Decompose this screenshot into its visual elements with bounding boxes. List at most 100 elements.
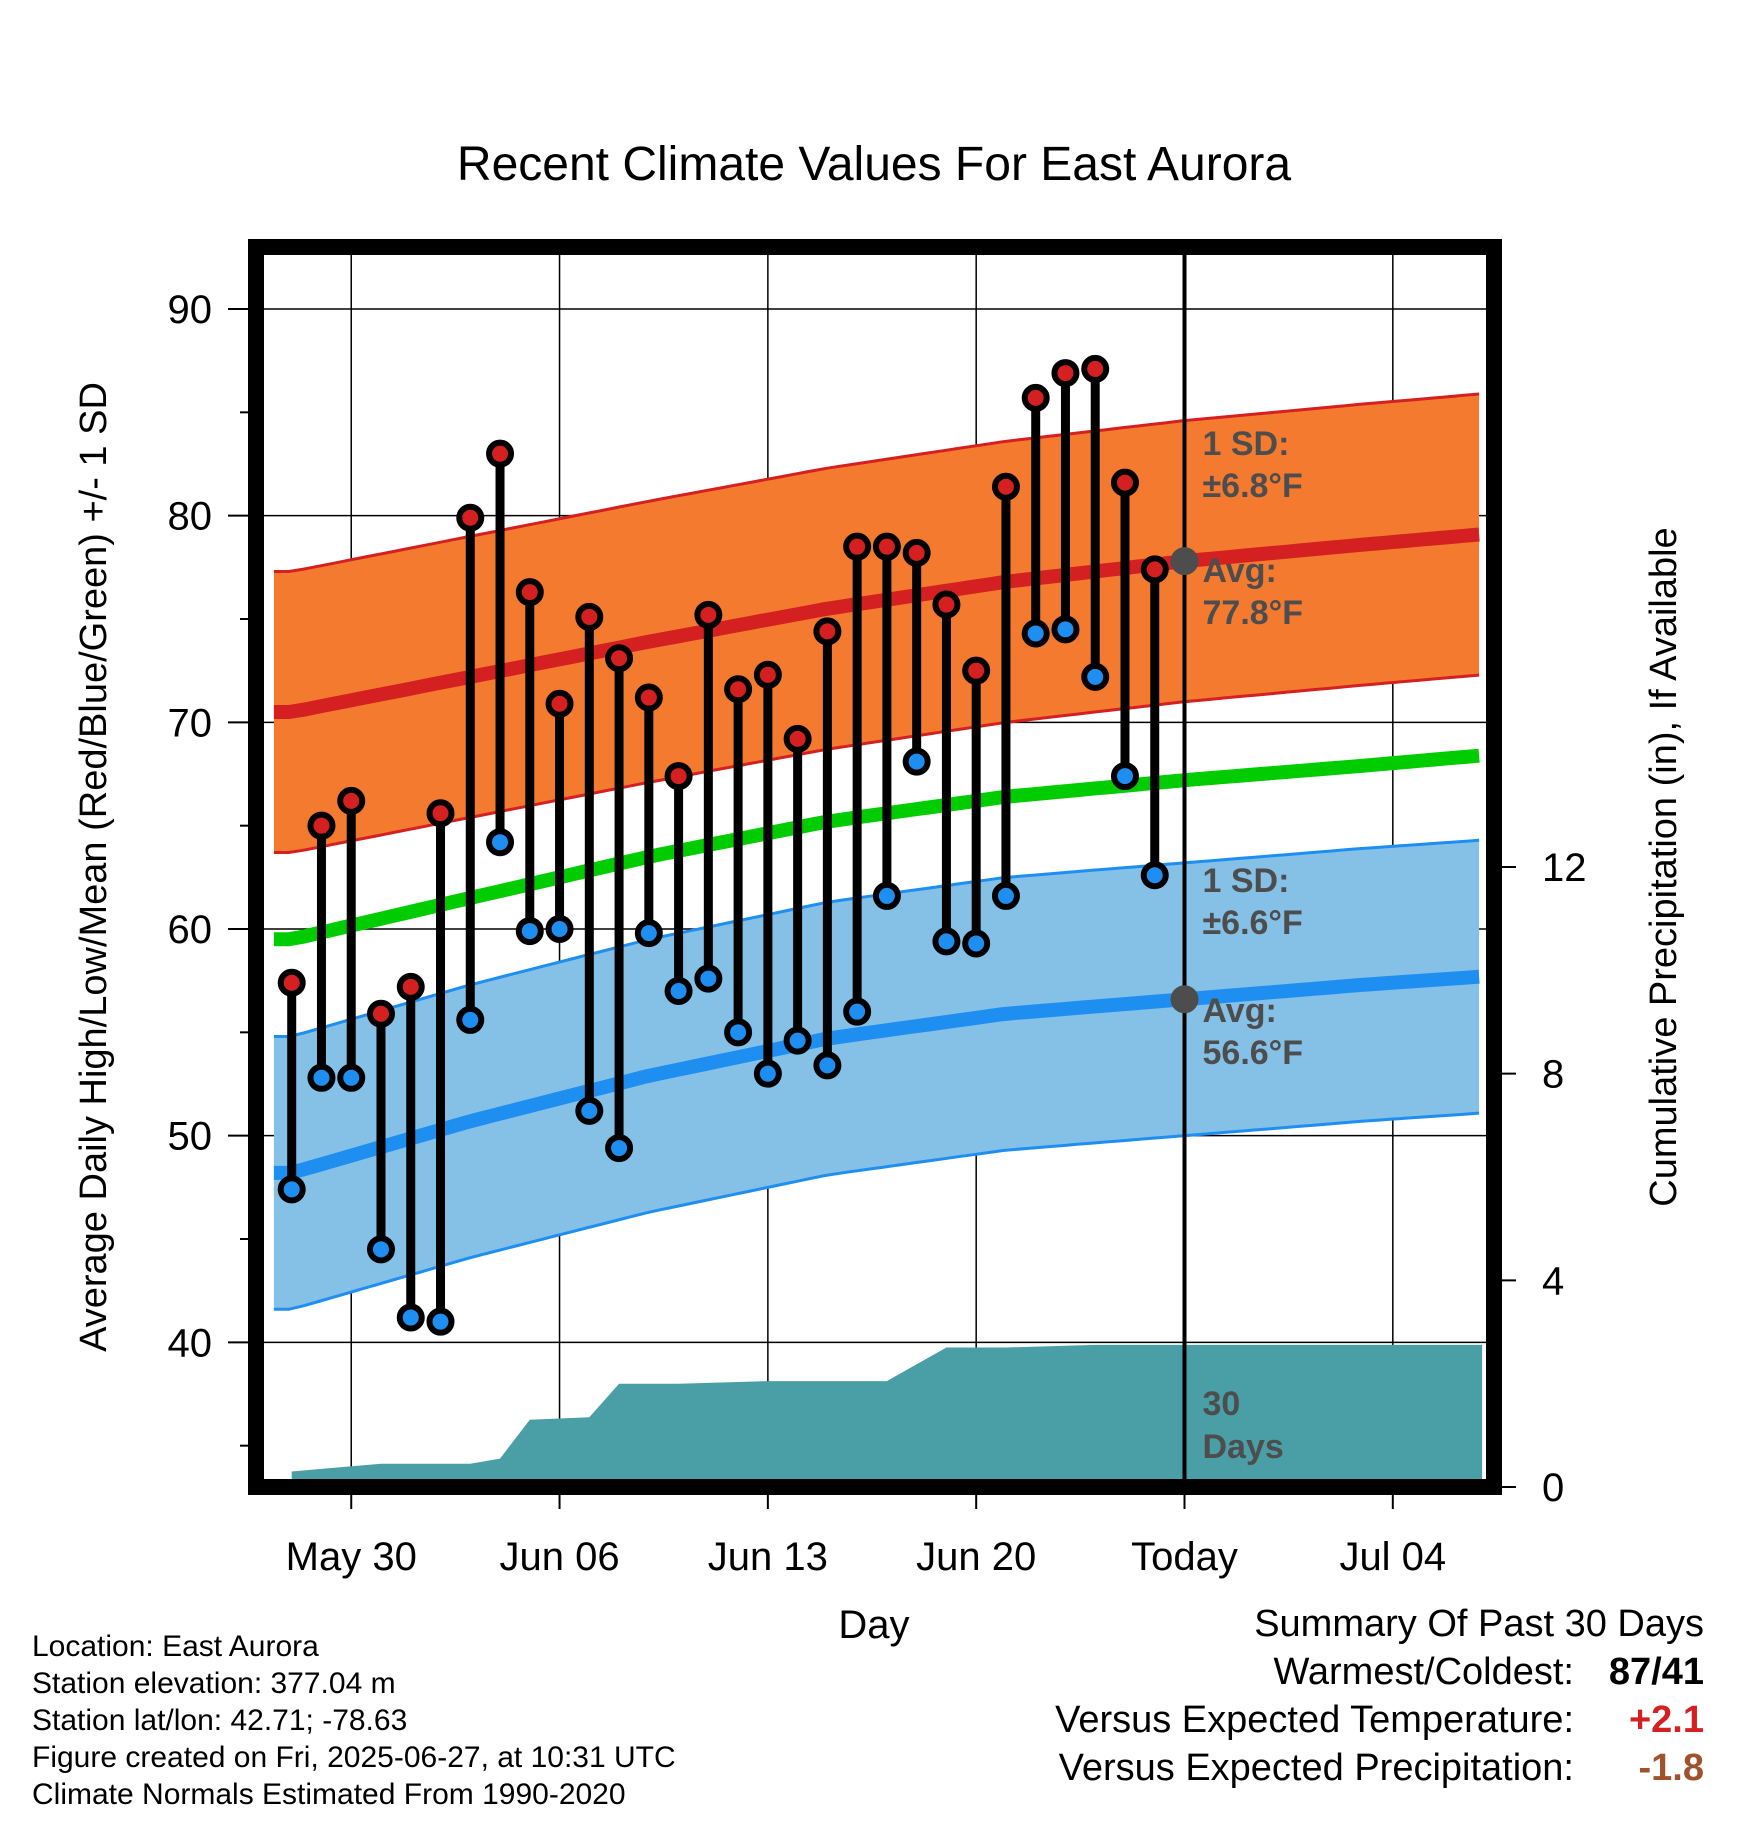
high-point-day-14 (694, 600, 723, 629)
y-axis-label: Average Daily High/Low/Mean (Red/Blue/Gr… (73, 382, 115, 1352)
low-point-day-13 (664, 977, 693, 1005)
warm-cold-label: Warmest/Coldest: (1273, 1651, 1574, 1693)
high-point-day-7 (486, 439, 515, 468)
low-point-day-3 (366, 1235, 395, 1264)
low-point-day-19 (843, 997, 872, 1026)
high-point-day-4 (396, 972, 425, 1001)
high-point-day-29 (1140, 555, 1169, 584)
low-avg-annotation-line1: Avg: (1203, 992, 1277, 1030)
high-point-day-28 (1110, 468, 1139, 497)
elevation-text: Station elevation: 377.04 m (32, 1667, 396, 1700)
high-point-day-2 (337, 786, 366, 815)
warm-cold-value: 87/41 (1608, 1651, 1704, 1693)
low-point-day-28 (1110, 762, 1139, 791)
low-point-day-17 (783, 1026, 812, 1055)
low-point-day-11 (605, 1134, 634, 1163)
low-point-day-24 (991, 881, 1020, 910)
low-sd-annotation-line2: ±6.6°F (1203, 904, 1303, 942)
low-point-day-18 (813, 1051, 842, 1080)
high-point-day-6 (456, 503, 485, 532)
annotations-layer: 1 SD: ±6.8°F Avg: 77.8°F 1 SD: ±6.6°F Avg: 56.6… (1203, 425, 1304, 1466)
high-avg-annotation-line2: 77.8°F (1203, 594, 1304, 632)
low-point-day-27 (1081, 662, 1110, 691)
x-tick-label-jun-20: Jun 20 (916, 1535, 1036, 1579)
created-text: Figure created on Fri, 2025-06-27, at 10… (32, 1741, 676, 1774)
low-point-day-12 (634, 919, 663, 948)
y-tick-label-90: 90 (168, 288, 213, 332)
high-point-day-26 (1051, 359, 1080, 388)
y2-tick-label-12: 12 (1542, 846, 1587, 890)
high-point-day-12 (634, 683, 663, 712)
y-tick-label-50: 50 (168, 1115, 213, 1159)
low-point-day-2 (337, 1063, 366, 1092)
low-point-day-7 (486, 828, 515, 857)
high-point-day-27 (1081, 354, 1110, 383)
x-tick-label-today: Today (1131, 1535, 1238, 1579)
today-line-layer (1170, 247, 1199, 1487)
low-sd-annotation-line1: 1 SD: (1203, 862, 1290, 900)
high-sd-annotation-line2: ±6.8°F (1203, 467, 1303, 505)
low-point-day-9 (545, 915, 574, 943)
low-point-day-1 (307, 1063, 336, 1092)
high-point-day-11 (605, 644, 634, 673)
low-point-day-15 (724, 1018, 753, 1047)
low-normal-band-lower-edge (273, 1111, 1480, 1311)
low-point-day-8 (515, 917, 544, 946)
low-point-day-25 (1021, 619, 1050, 648)
low-point-day-22 (932, 927, 961, 956)
x-tick-label-may-30: May 30 (286, 1535, 417, 1579)
high-avg-annotation-line1: Avg: (1203, 552, 1277, 590)
daily-markers (277, 354, 1169, 1336)
high-point-day-21 (902, 538, 931, 567)
x-axis-label: Day (838, 1603, 909, 1647)
station-info: Location: East Aurora Station elevation:… (32, 1628, 676, 1813)
high-point-day-10 (575, 602, 604, 631)
high-point-day-5 (426, 799, 455, 828)
high-point-day-3 (366, 999, 395, 1028)
high-point-day-23 (962, 656, 991, 685)
low-point-day-20 (872, 881, 901, 910)
latlon-text: Station lat/lon: 42.71; -78.63 (32, 1704, 408, 1737)
low-point-day-26 (1051, 615, 1080, 644)
temp-value: +2.1 (1628, 1699, 1704, 1741)
summary-row-precip: Versus Expected Precipitation: -1.8 (884, 1744, 1704, 1792)
precip-value: -1.8 (1638, 1747, 1704, 1789)
x-tick-label-jul-04: Jul 04 (1339, 1535, 1446, 1579)
summary-panel: Summary Of Past 30 Days Warmest/Coldest:… (884, 1600, 1704, 1792)
daily-range-bars (287, 368, 1160, 1322)
precip-period-annotation-line1: 30 (1203, 1385, 1241, 1423)
y-tick-label-40: 40 (168, 1321, 213, 1365)
low-normal-band (273, 840, 1480, 1310)
high-point-day-17 (783, 724, 812, 753)
temp-label: Versus Expected Temperature: (1055, 1699, 1574, 1741)
location-text: Location: East Aurora (32, 1630, 319, 1663)
low-point-day-21 (902, 747, 931, 776)
high-point-day-20 (872, 532, 901, 561)
precip-label: Versus Expected Precipitation: (1058, 1747, 1574, 1789)
summary-title: Summary Of Past 30 Days (1254, 1603, 1704, 1645)
low-point-day-6 (456, 1005, 485, 1034)
left-axis-ticks: 40 50 60 70 80 90 (168, 288, 256, 1447)
low-point-day-29 (1140, 861, 1169, 890)
y2-tick-label-0: 0 (1542, 1466, 1564, 1510)
high-point-day-24 (991, 472, 1020, 501)
low-point-day-4 (396, 1303, 425, 1332)
y2-tick-label-4: 4 (1542, 1259, 1564, 1303)
y-tick-label-80: 80 (168, 495, 213, 539)
plot-area: 1 SD: ±6.8°F Avg: 77.8°F 1 SD: ±6.6°F Avg: 56.6… (248, 239, 1502, 1495)
low-point-day-23 (962, 929, 991, 958)
high-point-day-18 (813, 617, 842, 646)
summary-row-temp: Versus Expected Temperature: +2.1 (884, 1696, 1704, 1744)
high-point-day-9 (545, 689, 574, 718)
low-point-day-5 (426, 1307, 455, 1336)
high-point-day-0 (277, 968, 306, 997)
summary-row-warm-cold: Warmest/Coldest: 87/41 (884, 1648, 1704, 1696)
low-point-day-0 (277, 1175, 306, 1204)
x-axis-ticks: May 30 Jun 06 Jun 13 Jun 20 Today Jul 04 (286, 1487, 1446, 1579)
low-point-day-14 (694, 964, 723, 993)
low-average-line (273, 969, 1480, 1180)
y-tick-label-60: 60 (168, 908, 213, 952)
y2-axis-label: Cumulative Precipitation (in), If Availa… (1643, 527, 1685, 1206)
low-avg-annotation-line2: 56.6°F (1203, 1034, 1304, 1072)
today-high-avg-dot (1170, 547, 1199, 576)
